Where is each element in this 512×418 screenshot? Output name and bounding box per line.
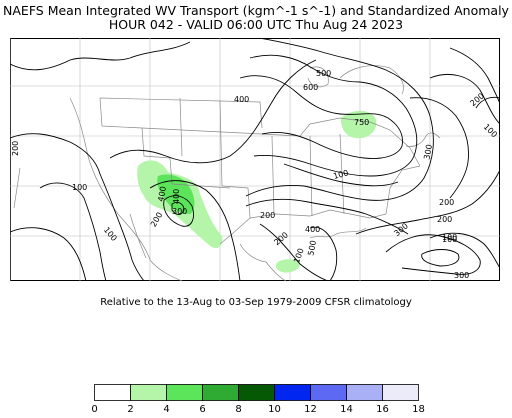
colorbar-tick-label: 6 bbox=[199, 404, 206, 415]
colorbar-swatch bbox=[94, 384, 131, 401]
contour-label: 600 bbox=[303, 83, 318, 92]
colorbar-tick-label: 16 bbox=[376, 404, 389, 415]
climatology-note: Relative to the 13-Aug to 03-Sep 1979-20… bbox=[100, 297, 412, 308]
contour-label: 200 bbox=[437, 215, 452, 224]
map-valid-time: HOUR 042 - VALID 06:00 UTC Thu Aug 24 20… bbox=[108, 17, 404, 32]
contour-label: 300 bbox=[422, 144, 434, 161]
colorbar-swatch bbox=[166, 384, 203, 401]
colorbar-swatch bbox=[238, 384, 275, 401]
contour-label: 400 bbox=[305, 225, 320, 234]
map-frame bbox=[10, 38, 500, 281]
contour-label: 750 bbox=[354, 118, 369, 127]
colorbar-tick-label: 0 bbox=[91, 404, 98, 415]
contour-label: 100 bbox=[72, 183, 87, 192]
ivt-contours bbox=[10, 38, 500, 281]
colorbar-swatch bbox=[274, 384, 311, 401]
contour-label: 100 bbox=[332, 168, 349, 181]
contour-label: 100 bbox=[442, 235, 457, 244]
colorbar-swatch bbox=[130, 384, 167, 401]
colorbar-tick-label: 2 bbox=[127, 404, 134, 415]
anomaly-area-great-lakes bbox=[340, 110, 377, 139]
anomaly-area-gulf bbox=[275, 259, 300, 273]
map-title: NAEFS Mean Integrated WV Transport (kgm^… bbox=[3, 3, 509, 18]
contour-label: 400 bbox=[156, 186, 168, 203]
lat-lon-grid bbox=[10, 38, 500, 281]
contour-label: 300 bbox=[454, 271, 469, 280]
contour-label: 200 bbox=[260, 211, 275, 220]
colorbar bbox=[94, 384, 419, 401]
colorbar-tick-label: 10 bbox=[268, 404, 281, 415]
colorbar-tick-label: 14 bbox=[340, 404, 353, 415]
colorbar-tick-label: 18 bbox=[412, 404, 425, 415]
contour-label: 400 bbox=[234, 95, 249, 104]
contour-label: 100 bbox=[442, 233, 457, 242]
anomaly-area-southwest-medium bbox=[157, 174, 195, 214]
contour-label: 300 bbox=[172, 207, 187, 216]
contour-label: 200 bbox=[11, 141, 20, 156]
colorbar-swatch bbox=[382, 384, 419, 401]
contour-label: 200 bbox=[439, 198, 454, 207]
contour-label: 500 bbox=[306, 240, 318, 257]
map-panel: 500 600 400 200 100 400 200 100 100 750 … bbox=[10, 38, 500, 281]
contour-label: 400 bbox=[172, 189, 181, 204]
contour-label: 500 bbox=[316, 69, 331, 78]
colorbar-tick-label: 8 bbox=[235, 404, 242, 415]
colorbar-swatch bbox=[202, 384, 239, 401]
anomaly-shading bbox=[137, 110, 377, 273]
colorbar-tick-label: 12 bbox=[304, 404, 317, 415]
colorbar-tick-label: 4 bbox=[163, 404, 170, 415]
colorbar-swatch bbox=[346, 384, 383, 401]
colorbar-swatch bbox=[310, 384, 347, 401]
